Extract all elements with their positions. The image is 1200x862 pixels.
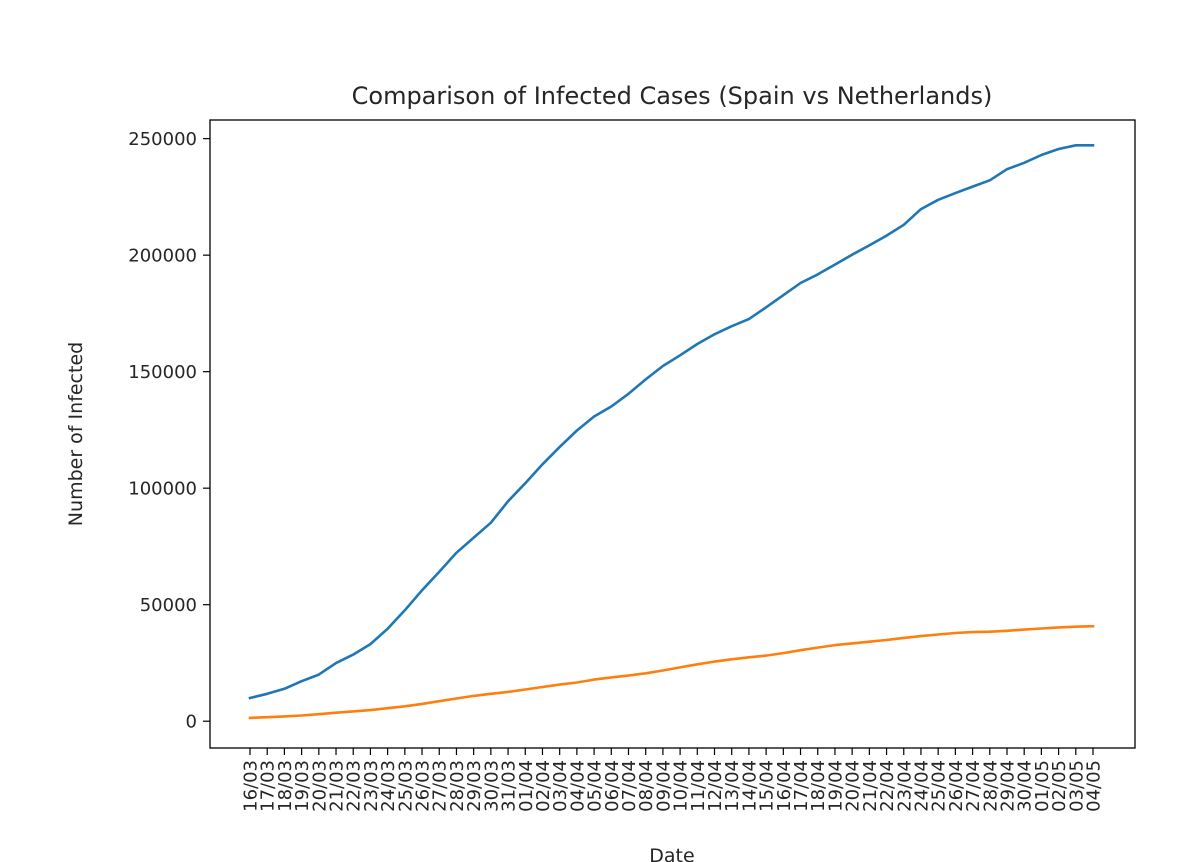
- x-tick-label: 02/04: [533, 760, 554, 812]
- x-tick-label: 23/04: [894, 760, 915, 812]
- x-tick-label: 24/03: [378, 760, 399, 812]
- x-tick-label: 20/04: [843, 760, 864, 812]
- x-tick-label: 14/04: [739, 760, 760, 812]
- chart-title: Comparison of Infected Cases (Spain vs N…: [352, 82, 993, 110]
- x-tick-label: 22/03: [344, 760, 365, 812]
- x-tick-label: 10/04: [671, 760, 692, 812]
- x-tick-label: 15/04: [757, 760, 778, 812]
- x-tick-label: 27/03: [430, 760, 451, 812]
- x-tick-label: 06/04: [602, 760, 623, 812]
- x-tick-label: 08/04: [636, 760, 657, 812]
- y-tick-label: 100000: [128, 479, 197, 500]
- x-tick-label: 03/04: [550, 760, 571, 812]
- x-tick-label: 29/04: [998, 760, 1019, 812]
- y-axis-title: Number of Infected: [65, 342, 87, 526]
- x-tick-label: 24/04: [912, 760, 933, 812]
- x-axis-title: Date: [649, 845, 694, 862]
- x-tick-label: 22/04: [877, 760, 898, 812]
- x-tick-label: 21/04: [860, 760, 881, 812]
- x-tick-label: 29/03: [464, 760, 485, 812]
- x-tick-label: 30/04: [1015, 760, 1036, 812]
- x-tick-label: 17/03: [258, 760, 279, 812]
- x-tick-label: 11/04: [688, 760, 709, 812]
- x-tick-label: 18/03: [275, 760, 296, 812]
- y-tick-label: 150000: [128, 362, 197, 383]
- y-tick-label: 250000: [128, 129, 197, 150]
- x-tick-label: 04/04: [567, 760, 588, 812]
- x-tick-label: 16/03: [241, 760, 262, 812]
- series-layer: [248, 144, 1095, 720]
- x-tick-label: 25/03: [395, 760, 416, 812]
- x-tick-label: 03/05: [1066, 760, 1087, 812]
- series-line-netherlands: [248, 624, 1095, 720]
- x-tick-label: 28/04: [980, 760, 1001, 812]
- x-tick-label: 31/03: [499, 760, 520, 812]
- series-line-spain: [248, 144, 1095, 700]
- x-tick-label: 18/04: [808, 760, 829, 812]
- x-tick-label: 26/04: [946, 760, 967, 812]
- x-tick-label: 01/05: [1032, 760, 1053, 812]
- x-tick-label: 16/04: [774, 760, 795, 812]
- x-tick-label: 09/04: [653, 760, 674, 812]
- x-tick-label: 07/04: [619, 760, 640, 812]
- x-tick-label: 13/04: [722, 760, 743, 812]
- x-tick-label: 21/03: [327, 760, 348, 812]
- x-tick-label: 30/03: [481, 760, 502, 812]
- x-tick-label: 05/04: [585, 760, 606, 812]
- plot-area-frame: [209, 119, 1136, 749]
- x-tick-label: 19/03: [292, 760, 313, 812]
- x-tick-label: 17/04: [791, 760, 812, 812]
- x-tick-label: 23/03: [361, 760, 382, 812]
- x-tick-label: 28/03: [447, 760, 468, 812]
- x-tick-label: 19/04: [825, 760, 846, 812]
- x-tick-label: 20/03: [309, 760, 330, 812]
- x-tick-label: 25/04: [929, 760, 950, 812]
- x-tick-label: 04/05: [1084, 760, 1105, 812]
- y-tick-label: 0: [186, 712, 197, 733]
- x-tick-label: 12/04: [705, 760, 726, 812]
- x-tick-label: 27/04: [963, 760, 984, 812]
- x-axis: 16/0317/0318/0319/0320/0321/0322/0323/03…: [241, 748, 1105, 812]
- y-tick-label: 200000: [128, 246, 197, 267]
- x-tick-label: 02/05: [1049, 760, 1070, 812]
- x-tick-label: 01/04: [516, 760, 537, 812]
- y-tick-label: 50000: [140, 595, 197, 616]
- x-tick-label: 26/03: [413, 760, 434, 812]
- y-axis: 0 50000 100000 150000 200000 250000: [128, 129, 210, 733]
